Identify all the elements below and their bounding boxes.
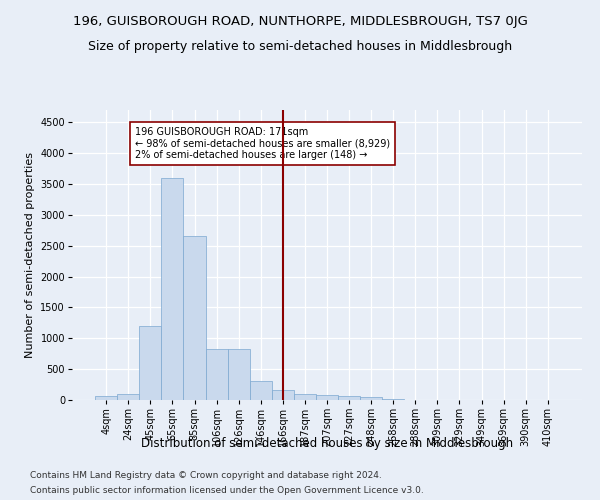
Bar [206, 350, 227, 400]
Bar [117, 394, 139, 400]
Bar [95, 396, 117, 400]
Bar [382, 399, 404, 400]
Bar [184, 236, 206, 400]
Bar [316, 395, 338, 400]
Bar [250, 382, 272, 400]
Bar [272, 390, 294, 400]
Text: Contains HM Land Registry data © Crown copyright and database right 2024.: Contains HM Land Registry data © Crown c… [30, 471, 382, 480]
Y-axis label: Number of semi-detached properties: Number of semi-detached properties [25, 152, 35, 358]
Text: 196 GUISBOROUGH ROAD: 171sqm
← 98% of semi-detached houses are smaller (8,929)
2: 196 GUISBOROUGH ROAD: 171sqm ← 98% of se… [135, 128, 390, 160]
Bar [338, 396, 360, 400]
Bar [161, 178, 184, 400]
Text: Distribution of semi-detached houses by size in Middlesbrough: Distribution of semi-detached houses by … [141, 438, 513, 450]
Bar [139, 326, 161, 400]
Text: Contains public sector information licensed under the Open Government Licence v3: Contains public sector information licen… [30, 486, 424, 495]
Bar [294, 394, 316, 400]
Text: Size of property relative to semi-detached houses in Middlesbrough: Size of property relative to semi-detach… [88, 40, 512, 53]
Text: 196, GUISBOROUGH ROAD, NUNTHORPE, MIDDLESBROUGH, TS7 0JG: 196, GUISBOROUGH ROAD, NUNTHORPE, MIDDLE… [73, 15, 527, 28]
Bar [360, 397, 382, 400]
Bar [227, 350, 250, 400]
